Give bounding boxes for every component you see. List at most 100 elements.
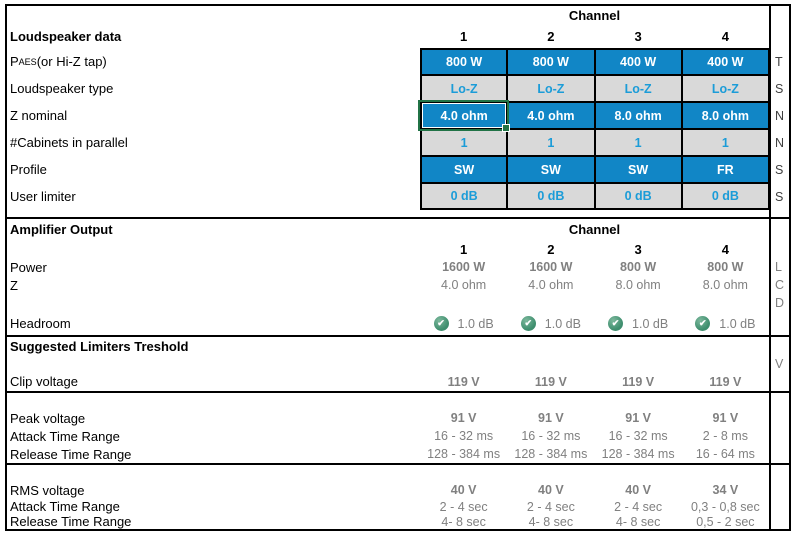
amp-channel-4-header: 4 (721, 241, 729, 257)
cell-paes-ch3[interactable]: 400 W (594, 48, 682, 75)
amp-z-ch3: 8.0 ohm (615, 278, 661, 292)
amp-channel-header: Channel (568, 222, 621, 237)
amp-z-ch4: 8.0 ohm (702, 278, 748, 292)
row-cabinets: #Cabinets in parallel 1 1 1 1 N (7, 129, 789, 156)
z-nominal-label: Z nominal (10, 108, 68, 123)
clip-ch3: 119 V (622, 374, 655, 389)
clipped-text: D (775, 296, 785, 310)
amp-z-ch2: 4.0 ohm (528, 278, 574, 292)
cell-znominal-ch2[interactable]: 4.0 ohm (507, 102, 595, 129)
channel-header-row: Channel (7, 6, 789, 24)
clip-ch4: 119 V (709, 374, 742, 389)
power-ch3: 800 W (620, 260, 657, 274)
peak-voltage-label: Peak voltage (10, 410, 86, 426)
profile-label: Profile (10, 162, 47, 177)
headroom-ok-icon: ✔ (433, 316, 449, 331)
headroom-ch2: 1.0 dB (544, 316, 581, 331)
row-rms-release: Release Time Range 4- 8 sec 4- 8 sec 4- … (7, 514, 789, 529)
row-loudspeaker-type: Loudspeaker type Lo-Z Lo-Z Lo-Z Lo-Z S (7, 75, 789, 102)
peak-release-label: Release Time Range (10, 446, 132, 462)
rms-release-ch1: 4- 8 sec (441, 514, 486, 529)
row-amp-z: Z 4.0 ohm 4.0 ohm 8.0 ohm 8.0 ohm C (7, 276, 789, 294)
cell-znominal-ch3[interactable]: 8.0 ohm (594, 102, 682, 129)
channel-2-header: 2 (547, 28, 555, 44)
headroom-ok-icon: ✔ (608, 316, 624, 331)
cell-cabinets-ch4[interactable]: 1 (681, 129, 769, 156)
paes-label: P AES (or Hi-Z tap) (10, 54, 107, 69)
rms-ch1: 40 V (450, 483, 477, 497)
amp-channel-1-header: 1 (460, 241, 468, 257)
cell-type-ch4[interactable]: Lo-Z (681, 75, 769, 102)
cell-type-ch3[interactable]: Lo-Z (594, 75, 682, 102)
power-ch4: 800 W (707, 260, 744, 274)
peak-ch3: 91 V (625, 411, 651, 425)
clipped-text: C (775, 278, 785, 292)
amp-z-label: Z (10, 277, 18, 293)
cell-profile-ch3[interactable]: SW (594, 156, 682, 183)
cabinets-label: #Cabinets in parallel (10, 135, 128, 150)
row-z-nominal: Z nominal 4.0 ohm 4.0 ohm 8.0 ohm 8.0 oh… (7, 102, 789, 132)
section-title-loudspeaker-data: Loudspeaker data (10, 28, 122, 44)
clip-voltage-label: Clip voltage (10, 374, 78, 389)
cell-paes-ch2[interactable]: 800 W (507, 48, 595, 75)
cell-profile-ch2[interactable]: SW (507, 156, 595, 183)
row-peak-voltage: Peak voltage 91 V 91 V 91 V 91 V (7, 409, 789, 427)
row-clip-voltage: Clip voltage 119 V 119 V 119 V 119 V (7, 372, 789, 393)
rms-release-label: Release Time Range (10, 514, 132, 529)
cell-type-ch1[interactable]: Lo-Z (420, 75, 508, 102)
rms-attack-ch3: 2 - 4 sec (614, 499, 663, 514)
cell-cabinets-ch3[interactable]: 1 (594, 129, 682, 156)
amp-channel-3-header: 3 (634, 241, 642, 257)
row-blank-amp: D (7, 294, 789, 312)
cell-type-ch2[interactable]: Lo-Z (507, 75, 595, 102)
cell-userlimiter-ch1[interactable]: 0 dB (420, 183, 508, 210)
clip-ch2: 119 V (534, 374, 567, 389)
cell-znominal-ch1-selected[interactable]: 4.0 ohm (420, 102, 511, 132)
row-profile: Profile SW SW SW FR S (7, 156, 789, 183)
row-user-limiter: User limiter 0 dB 0 dB 0 dB 0 dB S (7, 183, 789, 210)
cell-userlimiter-ch4[interactable]: 0 dB (681, 183, 769, 210)
limiters-title-row: Suggested Limiters Treshold (7, 335, 789, 355)
channel-header: Channel (568, 7, 621, 23)
cell-paes-ch4[interactable]: 400 W (681, 48, 769, 75)
channel-3-header: 3 (634, 28, 642, 44)
cell-userlimiter-ch3[interactable]: 0 dB (594, 183, 682, 210)
peak-ch1: 91 V (450, 411, 477, 425)
cell-cabinets-ch2[interactable]: 1 (507, 129, 595, 156)
cell-profile-ch1[interactable]: SW (420, 156, 508, 183)
rms-attack-ch1: 2 - 4 sec (439, 499, 488, 514)
clipped-text: T (775, 54, 783, 69)
rms-release-ch2: 4- 8 sec (528, 514, 574, 529)
amp-channel-2-header: 2 (547, 241, 555, 257)
cell-profile-ch4[interactable]: FR (681, 156, 769, 183)
clipped-text: V (775, 356, 784, 371)
channel-1-header: 1 (460, 28, 468, 44)
rms-ch4: 34 V (712, 483, 739, 497)
cell-paes-ch1[interactable]: 800 W (420, 48, 508, 75)
peak-release-ch1: 128 - 384 ms (427, 447, 501, 461)
rms-release-ch4: 0,5 - 2 sec (696, 514, 755, 529)
row-blank-limiters: V (7, 355, 789, 372)
cell-userlimiter-ch2[interactable]: 0 dB (507, 183, 595, 210)
row-paes: P AES (or Hi-Z tap) 800 W 800 W 400 W 400… (7, 48, 789, 75)
clipped-text: N (775, 135, 785, 150)
peak-attack-ch4: 2 - 8 ms (702, 429, 748, 443)
peak-attack-label: Attack Time Range (10, 428, 120, 444)
row-peak-attack: Attack Time Range 16 - 32 ms 16 - 32 ms … (7, 427, 789, 445)
amp-channel-numbers-row: 1 2 3 4 (7, 240, 789, 258)
power-label: Power (10, 259, 47, 275)
peak-release-ch2: 128 - 384 ms (514, 447, 588, 461)
clip-ch1: 119 V (447, 374, 480, 389)
clipped-text: N (775, 108, 785, 123)
rms-voltage-label: RMS voltage (10, 482, 85, 498)
rms-ch2: 40 V (538, 483, 564, 497)
rms-attack-label: Attack Time Range (10, 499, 120, 514)
rms-release-ch3: 4- 8 sec (615, 514, 661, 529)
cell-cabinets-ch1[interactable]: 1 (420, 129, 508, 156)
cell-znominal-ch4[interactable]: 8.0 ohm (681, 102, 769, 129)
peak-ch4: 91 V (712, 411, 739, 425)
channel-numbers-row: Loudspeaker data 1 2 3 4 (7, 24, 789, 48)
rms-ch3: 40 V (625, 483, 651, 497)
section-title-suggested-limiters: Suggested Limiters Treshold (10, 338, 189, 354)
headroom-ch1: 1.0 dB (457, 316, 494, 331)
